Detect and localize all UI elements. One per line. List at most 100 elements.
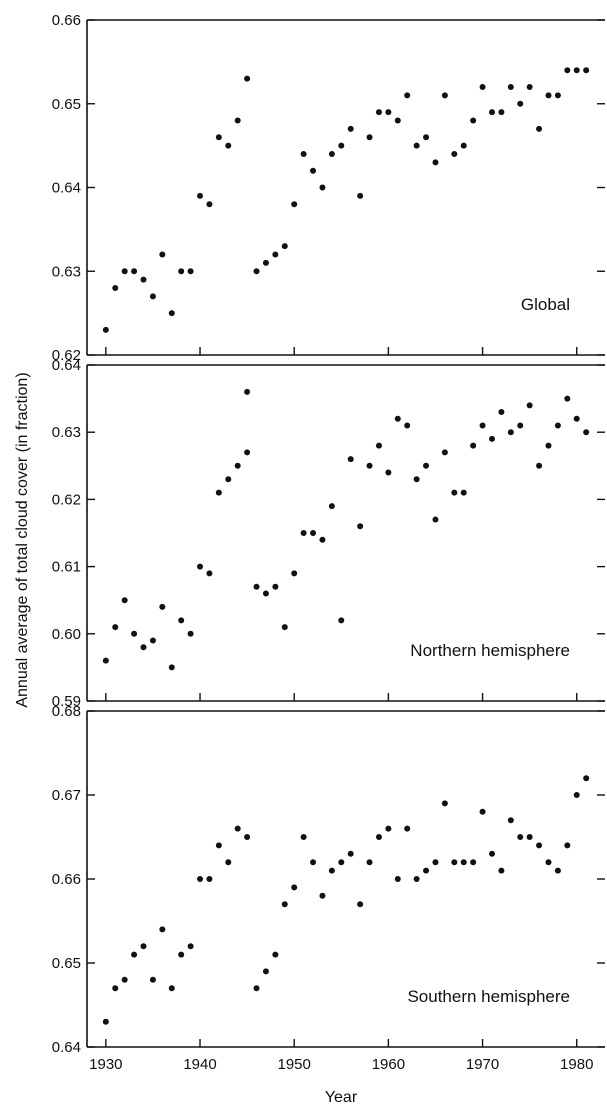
y-tick-label: 0.63 — [52, 424, 81, 441]
data-point — [526, 84, 533, 90]
data-point — [404, 92, 411, 99]
data-point — [178, 268, 185, 275]
panel-1: 0.59 0.60 0.61 0.62 0.63 0.64 Northern hemisph… — [52, 357, 605, 710]
data-point — [366, 462, 373, 469]
data-point — [338, 142, 345, 149]
y-tick-label: 0.59 — [52, 693, 81, 710]
data-point — [234, 462, 241, 469]
data-point — [168, 310, 175, 317]
data-point — [300, 151, 307, 157]
y-tick-label: 0.62 — [52, 491, 81, 508]
data-point — [375, 834, 382, 840]
data-point — [347, 456, 354, 463]
panels-group: 0.620.630.640.650.66Global0.590.600.610.… — [52, 12, 605, 1073]
data-point — [168, 985, 175, 992]
data-point — [554, 422, 561, 429]
data-point — [488, 109, 495, 116]
data-point — [460, 859, 467, 866]
data-point — [423, 134, 430, 141]
data-point — [140, 276, 147, 283]
data-point — [291, 570, 298, 577]
data-point — [149, 976, 156, 983]
panel-label: Northern hemisphere — [410, 641, 570, 660]
data-point — [347, 125, 354, 132]
data-point — [121, 597, 128, 604]
data-point — [319, 892, 326, 899]
data-point — [328, 503, 335, 510]
data-point — [413, 876, 420, 882]
y-tick-label: 0.66 — [52, 871, 81, 888]
data-point — [366, 134, 373, 141]
data-point — [149, 637, 156, 644]
data-point — [310, 530, 317, 536]
data-point — [244, 75, 251, 82]
data-point — [281, 901, 288, 908]
data-point — [451, 859, 458, 866]
data-point — [272, 583, 279, 590]
y-tick-label: 0.64 — [52, 357, 81, 374]
data-point — [197, 876, 204, 882]
data-point — [536, 462, 543, 469]
data-point — [573, 67, 580, 74]
data-point — [507, 84, 514, 90]
data-point — [300, 834, 307, 840]
data-point — [112, 624, 119, 631]
data-point — [564, 842, 571, 849]
data-point — [168, 664, 175, 671]
y-tick-label: 0.65 — [52, 955, 81, 972]
data-point — [498, 867, 505, 874]
data-point — [441, 449, 448, 456]
data-point — [159, 251, 166, 258]
y-tick-label: 0.60 — [52, 626, 81, 643]
data-point — [507, 817, 514, 824]
data-point — [432, 159, 439, 166]
data-point — [545, 859, 552, 866]
data-point — [583, 775, 590, 782]
data-point — [328, 151, 335, 157]
data-point — [281, 243, 288, 250]
data-point — [262, 259, 269, 266]
data-point — [121, 976, 128, 983]
data-point — [262, 968, 269, 975]
data-point — [121, 268, 128, 275]
data-point — [573, 415, 580, 422]
data-point — [564, 67, 571, 74]
data-point — [244, 449, 251, 456]
data-point — [432, 516, 439, 523]
data-point — [338, 617, 345, 624]
data-point — [545, 442, 552, 449]
x-tick-label: 1940 — [183, 1056, 216, 1073]
data-point — [244, 388, 251, 395]
data-point — [385, 825, 392, 832]
data-point — [498, 109, 505, 116]
data-point — [187, 268, 194, 275]
data-point — [517, 422, 524, 429]
data-point — [375, 109, 382, 116]
data-point — [554, 867, 561, 874]
data-point — [102, 326, 109, 333]
data-point — [319, 536, 326, 543]
data-point — [564, 395, 571, 402]
data-point — [206, 876, 213, 882]
data-point — [310, 859, 317, 866]
x-axis-title: Year — [325, 1089, 358, 1106]
data-point — [244, 834, 251, 840]
data-point — [441, 800, 448, 807]
data-point — [206, 201, 213, 208]
data-point — [526, 834, 533, 840]
data-point — [394, 415, 401, 422]
data-point — [432, 859, 439, 866]
data-point — [394, 117, 401, 124]
x-tick-label: 1950 — [278, 1056, 311, 1073]
data-point — [206, 570, 213, 577]
data-point — [149, 293, 156, 300]
data-point — [310, 167, 317, 174]
y-tick-label: 0.66 — [52, 12, 81, 29]
data-point — [215, 134, 222, 141]
data-point — [470, 442, 477, 449]
data-point — [479, 808, 486, 815]
data-point — [112, 985, 119, 992]
data-point — [272, 251, 279, 258]
data-point — [470, 117, 477, 124]
data-point — [319, 184, 326, 191]
